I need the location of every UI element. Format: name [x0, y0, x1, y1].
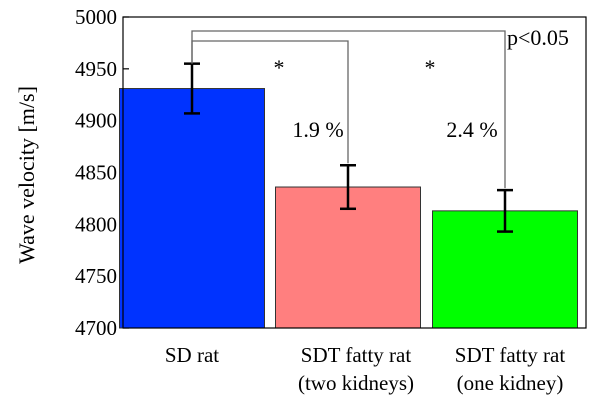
x-category-label: SDT fatty rat (two kidneys): [298, 343, 414, 395]
significance-brackets: [191, 30, 506, 189]
x-category-label-line: (two kidneys): [298, 371, 414, 395]
y-tick-label: 4900: [75, 109, 117, 133]
y-tick-label: 4800: [75, 212, 117, 236]
x-category-label: SDT fatty rat (one kidney): [455, 343, 566, 395]
bar: [275, 186, 421, 329]
x-category-label-line: (one kidney): [457, 371, 564, 395]
plot-frame: [122, 16, 587, 329]
x-category-label-line: SDT fatty rat: [455, 343, 566, 367]
percent-label-one-kidney: 2.4 %: [446, 117, 497, 142]
significance-p-value: p<0.05: [507, 25, 569, 50]
percent-label-two-kidneys: 1.9 %: [292, 117, 343, 142]
y-tick-label: 4950: [75, 57, 117, 81]
significance-star-1: *: [274, 55, 285, 80]
significance-star-2: *: [425, 55, 436, 80]
y-tick-label: 4750: [75, 264, 117, 288]
x-category-label: SD rat: [165, 343, 219, 367]
x-category-label-line: SD rat: [165, 343, 219, 367]
bracket-sd-vs-one-kidney: [191, 30, 506, 189]
bar: [119, 88, 265, 329]
category-labels: SD rat SDT fatty rat (two kidneys)SDT fatt…: [165, 343, 565, 395]
y-tick-label: 4850: [75, 161, 117, 185]
y-axis-label: Wave velocity [m/s]: [14, 86, 39, 264]
y-tick-label: 4700: [75, 316, 117, 340]
x-category-label-line: SDT fatty rat: [301, 343, 412, 367]
y-tick-label: 5000: [75, 5, 117, 29]
